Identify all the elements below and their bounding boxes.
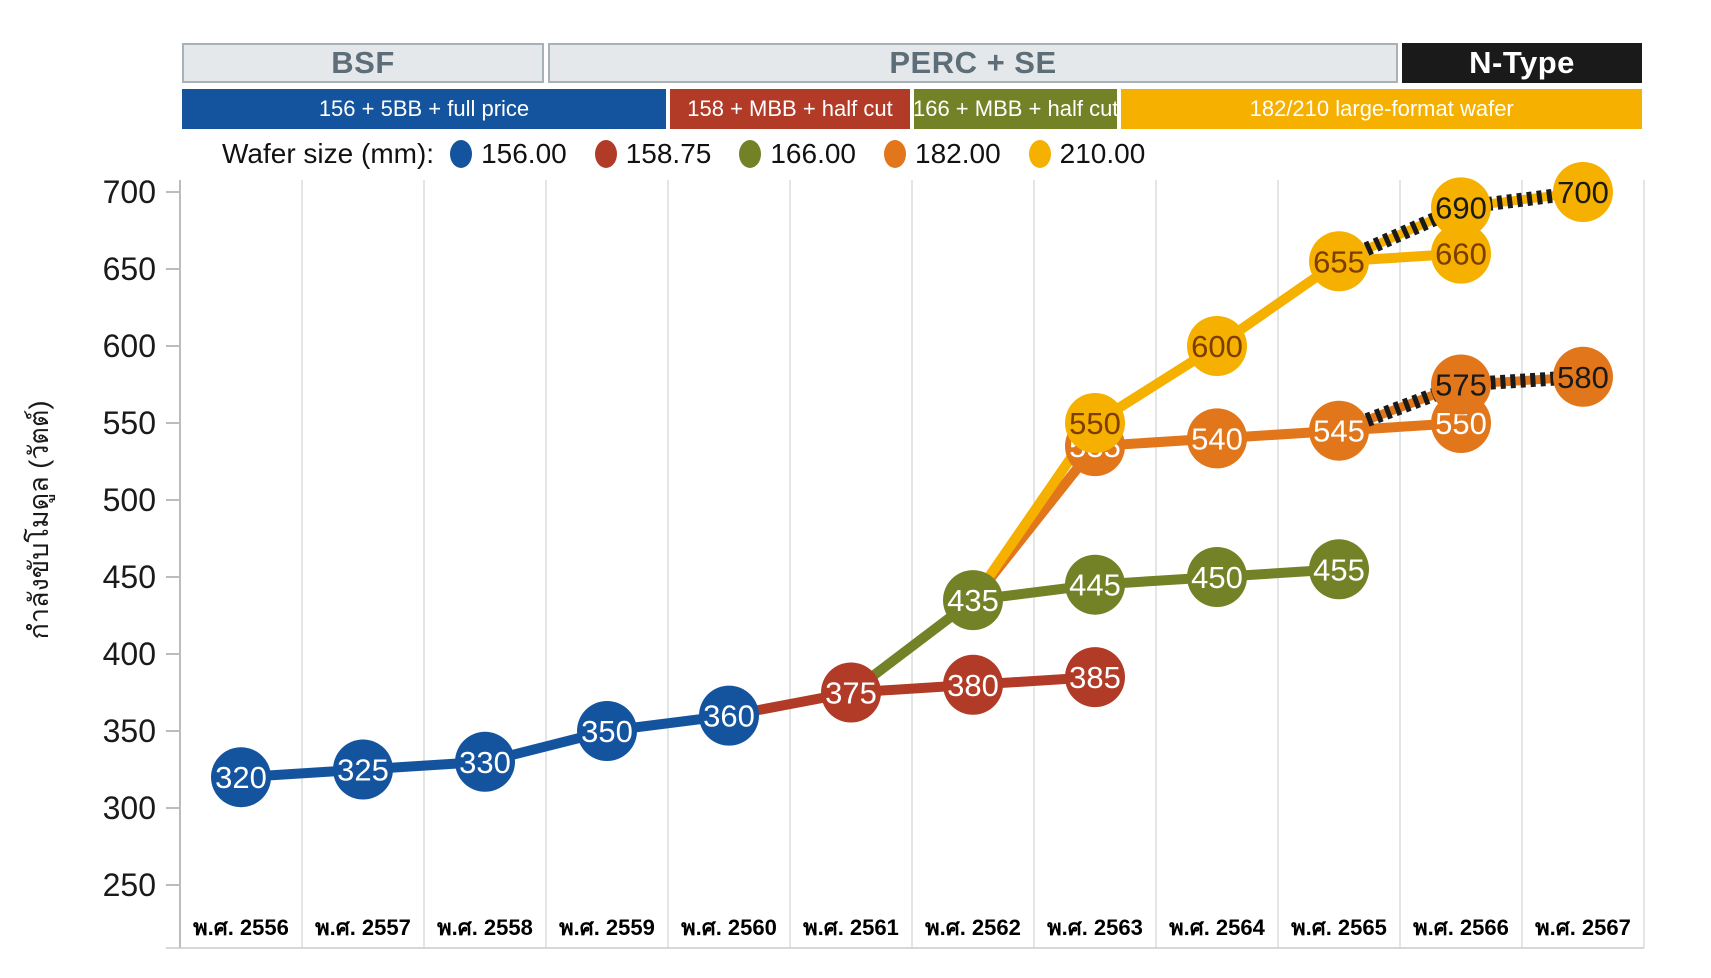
svg-text:455: 455 xyxy=(1313,552,1365,587)
svg-text:พ.ศ. 2562: พ.ศ. 2562 xyxy=(925,915,1021,940)
svg-text:พ.ศ. 2566: พ.ศ. 2566 xyxy=(1413,915,1509,940)
tech-bar-166-mbb: 166 + MBB + half cut xyxy=(913,89,1118,129)
svg-text:พ.ศ. 2565: พ.ศ. 2565 xyxy=(1291,915,1387,940)
svg-text:พ.ศ. 2558: พ.ศ. 2558 xyxy=(437,915,533,940)
svg-text:พ.ศ. 2560: พ.ศ. 2560 xyxy=(681,915,777,940)
svg-text:580: 580 xyxy=(1557,360,1609,395)
tech-bar-158-mbb: 158 + MBB + half cut xyxy=(670,89,910,129)
svg-text:650: 650 xyxy=(103,251,156,287)
svg-text:กำลังขับโมดูล (วัตต์): กำลังขับโมดูล (วัตต์) xyxy=(23,401,55,640)
svg-text:250: 250 xyxy=(103,867,156,903)
legend-label: 158.75 xyxy=(625,138,712,169)
legend-item-182[interactable]: 182.00 xyxy=(884,138,1001,170)
tech-group-perc-se: PERC + SE xyxy=(548,43,1398,83)
svg-text:300: 300 xyxy=(103,790,156,826)
svg-text:375: 375 xyxy=(825,676,877,711)
svg-text:325: 325 xyxy=(337,753,389,788)
svg-text:700: 700 xyxy=(1557,175,1609,210)
svg-text:พ.ศ. 2567: พ.ศ. 2567 xyxy=(1535,915,1631,940)
svg-text:พ.ศ. 2556: พ.ศ. 2556 xyxy=(193,915,289,940)
svg-text:พ.ศ. 2564: พ.ศ. 2564 xyxy=(1169,915,1266,940)
legend-label: 210.00 xyxy=(1059,138,1146,169)
svg-text:320: 320 xyxy=(215,760,267,795)
wafer-size-legend: Wafer size (mm): 156.00 158.75 166.00 18… xyxy=(222,134,1173,174)
legend-title: Wafer size (mm): xyxy=(222,138,435,169)
svg-text:พ.ศ. 2563: พ.ศ. 2563 xyxy=(1047,915,1143,940)
svg-text:600: 600 xyxy=(1191,329,1243,364)
legend-marker-166-icon xyxy=(739,140,762,168)
svg-text:450: 450 xyxy=(103,559,156,595)
tech-group-n-type: N-Type xyxy=(1402,43,1642,83)
svg-text:พ.ศ. 2559: พ.ศ. 2559 xyxy=(559,915,655,940)
svg-text:540: 540 xyxy=(1191,421,1243,456)
svg-text:350: 350 xyxy=(581,714,633,749)
tech-bar-156-5bb: 156 + 5BB + full price xyxy=(182,89,666,129)
tech-bar-182-210-wafer: 182/210 large-format wafer xyxy=(1121,89,1642,129)
legend-item-166[interactable]: 166.00 xyxy=(739,138,856,170)
svg-text:690: 690 xyxy=(1435,190,1487,225)
svg-text:545: 545 xyxy=(1313,414,1365,449)
legend-label: 156.00 xyxy=(481,138,567,169)
svg-text:385: 385 xyxy=(1069,660,1121,695)
svg-text:360: 360 xyxy=(703,699,755,734)
svg-text:พ.ศ. 2557: พ.ศ. 2557 xyxy=(315,915,411,940)
legend-item-156[interactable]: 156.00 xyxy=(450,138,567,170)
svg-text:500: 500 xyxy=(103,482,156,518)
legend-marker-210-icon xyxy=(1028,140,1051,168)
legend-item-210[interactable]: 210.00 xyxy=(1028,138,1146,170)
svg-text:330: 330 xyxy=(459,745,511,780)
legend-label: 182.00 xyxy=(915,138,1001,169)
svg-text:450: 450 xyxy=(1191,560,1243,595)
svg-text:350: 350 xyxy=(103,713,156,749)
svg-text:พ.ศ. 2561: พ.ศ. 2561 xyxy=(803,915,899,940)
legend-item-158[interactable]: 158.75 xyxy=(594,138,712,170)
svg-text:435: 435 xyxy=(947,583,999,618)
legend-label: 166.00 xyxy=(770,138,856,169)
legend-marker-156-icon xyxy=(450,140,473,168)
svg-text:655: 655 xyxy=(1313,244,1365,279)
legend-marker-158-icon xyxy=(594,140,617,168)
legend-marker-182-icon xyxy=(884,140,906,168)
svg-text:575: 575 xyxy=(1435,368,1487,403)
svg-text:380: 380 xyxy=(947,668,999,703)
svg-text:400: 400 xyxy=(103,636,156,672)
svg-text:660: 660 xyxy=(1435,237,1487,272)
svg-text:700: 700 xyxy=(103,174,156,210)
tech-group-bsf: BSF xyxy=(182,43,544,83)
svg-text:600: 600 xyxy=(103,328,156,364)
svg-text:445: 445 xyxy=(1069,568,1121,603)
svg-text:550: 550 xyxy=(1069,406,1121,441)
svg-text:550: 550 xyxy=(103,405,156,441)
